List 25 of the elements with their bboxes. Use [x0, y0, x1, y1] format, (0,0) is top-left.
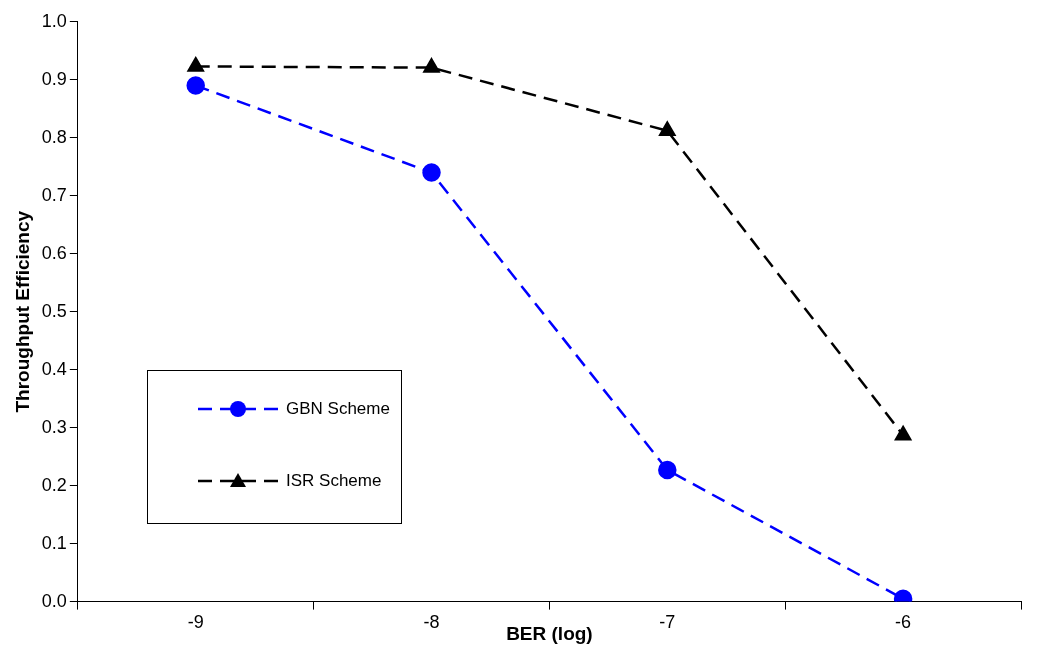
x-tick-label: -6 [895, 612, 912, 633]
legend-label: GBN Scheme [286, 398, 390, 419]
y-tick-label: 0.6 [41, 242, 67, 263]
point [894, 425, 912, 441]
y-tick-label: 0.3 [41, 416, 67, 437]
x-tick-label: -8 [423, 612, 440, 633]
point [422, 163, 441, 182]
y-tick-label: 1.0 [41, 10, 67, 31]
point [186, 76, 205, 95]
point [659, 121, 676, 137]
y-tick-label: 0.0 [41, 590, 67, 611]
point [423, 58, 440, 73]
legend-label: ISR Scheme [286, 470, 382, 491]
y-tick-label: 0.7 [41, 184, 67, 205]
y-axis-title: Throughput Efficiency [11, 210, 33, 413]
x-tick-label: -9 [187, 612, 204, 633]
y-tick-label: 0.2 [41, 474, 67, 495]
x-tick-label: -7 [659, 612, 676, 633]
y-tick-label: 0.5 [41, 300, 67, 321]
point [187, 57, 204, 72]
x-axis-title: BER (log) [506, 622, 593, 644]
y-tick-label: 0.8 [41, 126, 67, 147]
y-tick-label: 0.9 [41, 68, 67, 89]
y-tick-label: 0.4 [41, 358, 67, 379]
y-tick-label: 0.1 [41, 532, 67, 553]
